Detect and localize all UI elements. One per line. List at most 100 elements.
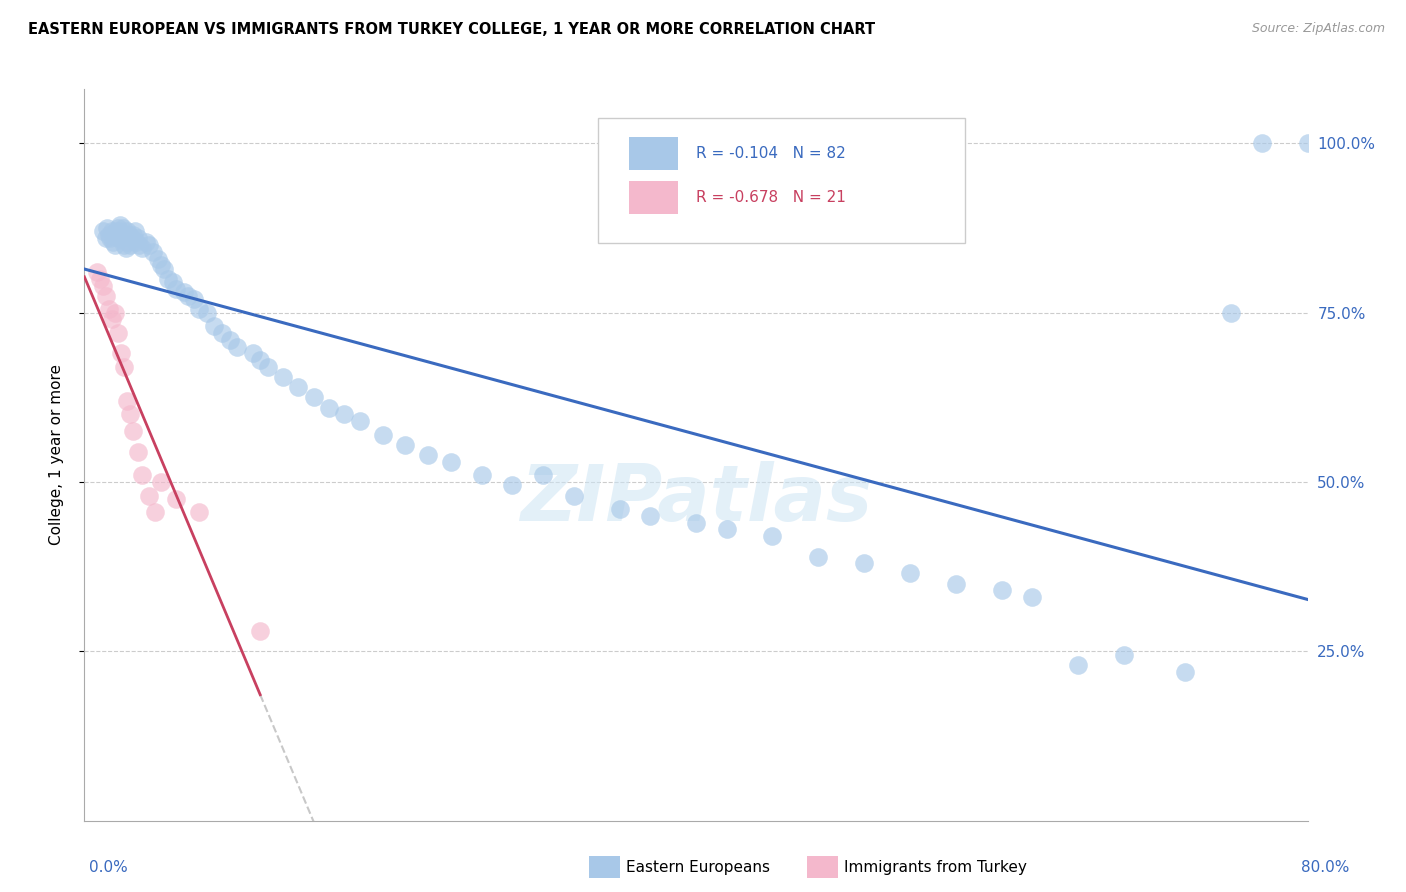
Point xyxy=(124,224,146,238)
Point xyxy=(122,424,145,438)
Point xyxy=(807,549,830,564)
Point xyxy=(110,346,132,360)
Point xyxy=(249,624,271,638)
Text: EASTERN EUROPEAN VS IMMIGRANTS FROM TURKEY COLLEGE, 1 YEAR OR MORE CORRELATION C: EASTERN EUROPEAN VS IMMIGRANTS FROM TURK… xyxy=(28,22,876,37)
Point xyxy=(1114,648,1136,662)
FancyBboxPatch shape xyxy=(598,119,965,243)
Point xyxy=(146,252,169,266)
Point xyxy=(104,227,127,242)
Point xyxy=(761,529,783,543)
Point xyxy=(111,221,134,235)
Point xyxy=(138,489,160,503)
Point xyxy=(135,235,157,249)
Point xyxy=(242,346,264,360)
Point xyxy=(1174,665,1197,679)
Bar xyxy=(628,136,678,169)
Point xyxy=(202,319,225,334)
Point xyxy=(685,516,707,530)
Point xyxy=(107,326,129,340)
Point xyxy=(318,401,340,415)
Point xyxy=(98,231,121,245)
Point xyxy=(128,238,150,252)
Point xyxy=(853,556,876,570)
Point xyxy=(471,468,494,483)
Point xyxy=(105,224,128,238)
Point xyxy=(125,235,148,249)
Point xyxy=(302,390,325,404)
Point xyxy=(188,302,211,317)
Point xyxy=(440,455,463,469)
Point xyxy=(89,272,111,286)
Text: Eastern Europeans: Eastern Europeans xyxy=(626,860,769,874)
Text: R = -0.678   N = 21: R = -0.678 N = 21 xyxy=(696,190,846,205)
Point xyxy=(165,282,187,296)
Text: R = -0.104   N = 82: R = -0.104 N = 82 xyxy=(696,146,846,161)
Point xyxy=(394,438,416,452)
Point xyxy=(898,566,921,581)
Point xyxy=(122,227,145,242)
Point xyxy=(991,583,1014,598)
Point xyxy=(249,353,271,368)
Point xyxy=(638,508,661,523)
Point xyxy=(1220,306,1243,320)
Point xyxy=(183,292,205,306)
Point xyxy=(86,265,108,279)
Point xyxy=(195,306,218,320)
Text: Immigrants from Turkey: Immigrants from Turkey xyxy=(844,860,1026,874)
Point xyxy=(101,224,124,238)
Point xyxy=(149,258,172,272)
Bar xyxy=(628,180,678,213)
Point xyxy=(173,285,195,300)
Text: 0.0%: 0.0% xyxy=(89,860,128,874)
Point xyxy=(101,312,124,326)
Point xyxy=(97,227,120,242)
Point xyxy=(142,244,165,259)
Point xyxy=(1250,136,1272,151)
Point xyxy=(112,238,135,252)
Point xyxy=(97,302,120,317)
Point xyxy=(121,231,143,245)
Point xyxy=(149,475,172,489)
Point xyxy=(157,272,180,286)
Point xyxy=(165,491,187,506)
Point xyxy=(138,238,160,252)
Point xyxy=(218,333,240,347)
Point xyxy=(127,231,149,245)
Point xyxy=(333,407,356,421)
Point xyxy=(371,427,394,442)
Point xyxy=(91,224,114,238)
Point xyxy=(94,289,117,303)
Point xyxy=(127,444,149,458)
Point xyxy=(177,289,200,303)
Point xyxy=(502,478,524,492)
Point xyxy=(1021,590,1043,604)
Text: 80.0%: 80.0% xyxy=(1302,860,1350,874)
Point xyxy=(120,238,142,252)
Point xyxy=(107,221,129,235)
Point xyxy=(107,231,129,245)
Point xyxy=(108,218,131,232)
Point xyxy=(131,241,153,255)
Point xyxy=(226,340,249,354)
Point xyxy=(349,414,371,428)
Point xyxy=(609,502,631,516)
Point xyxy=(131,468,153,483)
Point xyxy=(115,224,138,238)
Point xyxy=(257,359,280,374)
Point xyxy=(531,468,554,483)
Text: ZIPatlas: ZIPatlas xyxy=(520,461,872,537)
Point xyxy=(94,231,117,245)
Point xyxy=(120,407,142,421)
Point xyxy=(111,227,134,242)
Point xyxy=(1067,657,1090,672)
Point xyxy=(211,326,233,340)
Point xyxy=(1296,136,1319,151)
Point xyxy=(110,231,132,245)
Point xyxy=(103,235,125,249)
Y-axis label: College, 1 year or more: College, 1 year or more xyxy=(49,365,63,545)
Point xyxy=(162,275,184,289)
Point xyxy=(153,261,176,276)
Point xyxy=(287,380,309,394)
Point xyxy=(104,306,127,320)
Point xyxy=(112,359,135,374)
